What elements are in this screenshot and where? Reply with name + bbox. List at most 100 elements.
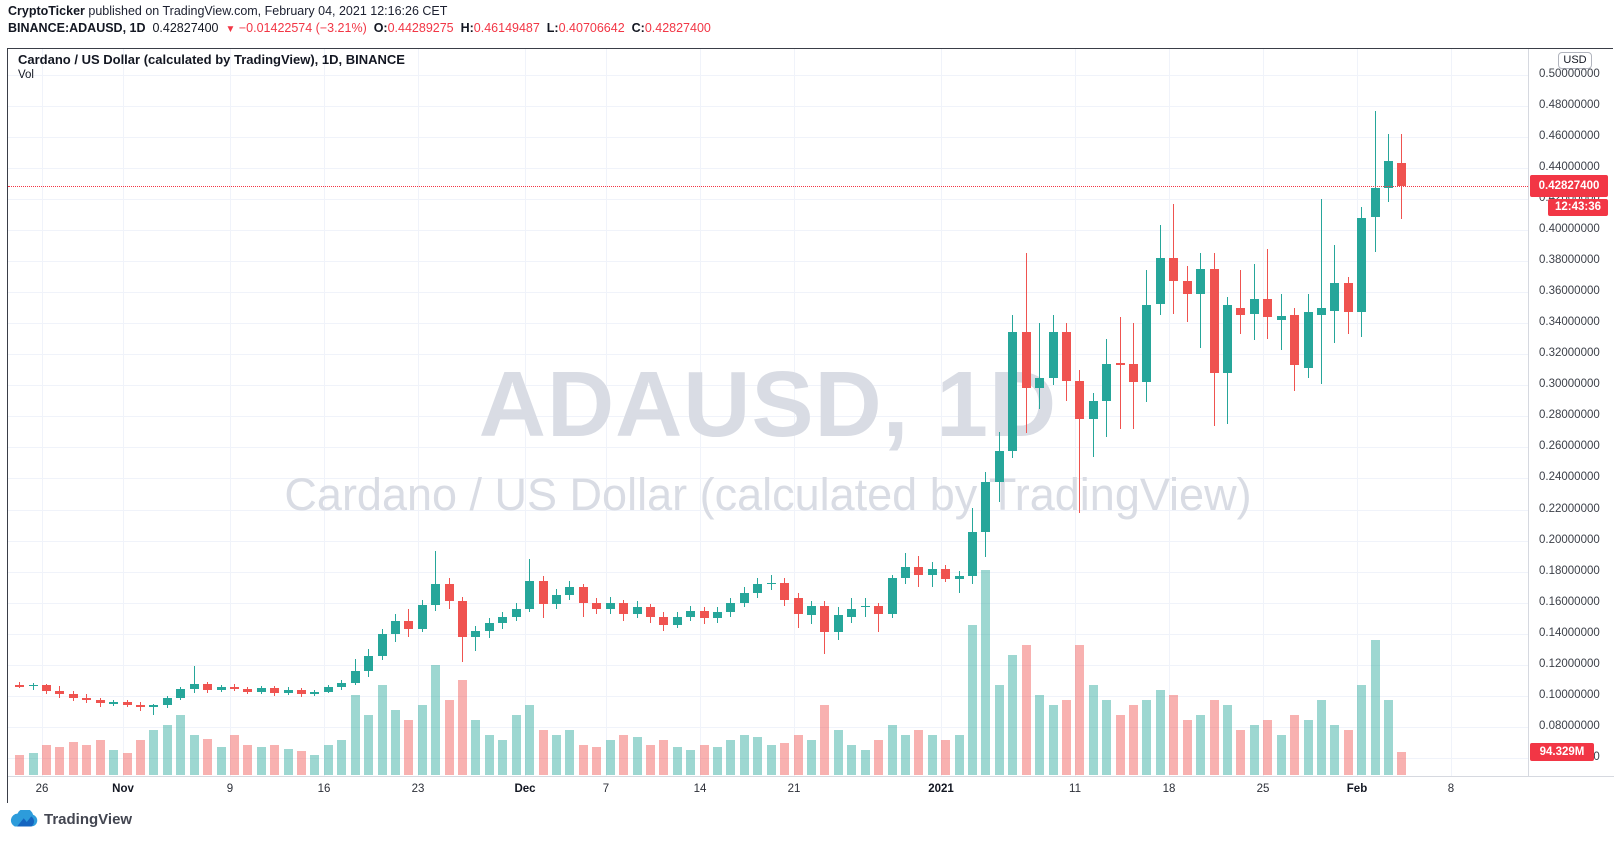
volume-bar	[753, 736, 762, 775]
volume-bar	[981, 570, 990, 775]
volume-bar	[1129, 705, 1138, 775]
candle-body	[42, 684, 51, 692]
symbol-readout: BINANCE:ADAUSD, 1D 0.42827400 ▼ −0.01422…	[8, 20, 711, 38]
candle-body	[284, 689, 293, 693]
volume-bar	[485, 735, 494, 775]
volume-bar	[780, 743, 789, 775]
candle-body	[592, 602, 601, 609]
price-axis-label: 0.10000000	[1539, 688, 1600, 701]
time-axis-label: 11	[1069, 783, 1081, 795]
volume-bar	[1357, 685, 1366, 775]
volume-bar	[310, 755, 319, 775]
pane-title: Cardano / US Dollar (calculated by Tradi…	[18, 52, 405, 67]
down-arrow-icon: ▼	[225, 24, 236, 35]
candle-body	[646, 607, 655, 617]
time-axis-label: 23	[411, 783, 425, 795]
high-label: H:	[460, 21, 474, 35]
price-change: −0.01422574 (−3.21%)	[238, 21, 367, 35]
volume-bar	[297, 751, 306, 775]
volume-bar	[767, 745, 776, 775]
candle-body	[606, 602, 615, 609]
candle-body	[337, 682, 346, 687]
grid-line-horizontal	[8, 167, 1528, 169]
volume-bar	[646, 745, 655, 775]
price-axis[interactable]: USD 0.42827400 12:43:36 94.329M 0.500000…	[1528, 49, 1614, 776]
volume-bar	[96, 740, 105, 775]
grid-line-vertical	[1169, 49, 1170, 776]
volume-bar	[82, 745, 91, 775]
grid-line-horizontal	[8, 354, 1528, 356]
candle-body	[96, 700, 105, 704]
volume-indicator-label: Vol	[18, 69, 34, 81]
currency-toggle-button[interactable]: USD	[1558, 52, 1592, 69]
candle-body	[257, 687, 266, 692]
volume-bar	[176, 715, 185, 775]
volume-bar	[1169, 695, 1178, 775]
tradingview-logo[interactable]: TradingView	[8, 806, 132, 832]
volume-bar	[928, 735, 937, 775]
time-axis-label: 25	[1256, 783, 1270, 795]
candle-body	[700, 610, 709, 619]
candle-body	[149, 705, 158, 708]
close-value: 0.42827400	[644, 21, 711, 35]
candle-body	[1008, 331, 1017, 452]
candle-wick	[435, 551, 436, 611]
chart-plot-area[interactable]: ADAUSD, 1D Cardano / US Dollar (calculat…	[8, 49, 1528, 776]
candle-wick	[1200, 253, 1201, 348]
candle-body	[619, 602, 628, 614]
watermark-description: Cardano / US Dollar (calculated by Tradi…	[284, 469, 1252, 520]
candle-body	[69, 694, 78, 698]
candle-wick	[1281, 293, 1282, 350]
grid-line-horizontal	[8, 136, 1528, 138]
volume-bar	[445, 700, 454, 775]
candle-body	[485, 622, 494, 632]
candle-body	[109, 702, 118, 704]
volume-bar	[834, 730, 843, 775]
volume-bar	[230, 735, 239, 775]
candle-body	[230, 686, 239, 689]
tradingview-cloud-icon	[8, 810, 38, 828]
price-axis-label: 0.18000000	[1539, 564, 1600, 577]
volume-bar	[901, 735, 910, 775]
publish-info: CryptoTicker published on TradingView.co…	[8, 3, 447, 19]
candle-body	[136, 704, 145, 708]
time-axis[interactable]: 26 Nov 9 16 23 Dec 7 14 21 2021 11 18 25 Feb 8	[8, 776, 1614, 803]
grid-line-vertical	[1263, 49, 1264, 776]
volume-bar	[633, 736, 642, 775]
volume-bar	[190, 735, 199, 775]
candle-body	[780, 582, 789, 600]
grid-line-horizontal	[8, 633, 1528, 635]
grid-line-vertical	[941, 49, 942, 776]
volume-bar	[404, 720, 413, 775]
candle-body	[1116, 362, 1125, 366]
candle-body	[941, 569, 950, 579]
volume-bar	[1035, 695, 1044, 775]
candle-body	[874, 605, 883, 614]
candle-body	[1142, 304, 1151, 383]
volume-bar	[109, 750, 118, 775]
candle-wick	[932, 562, 933, 588]
tradingview-logo-text: TradingView	[44, 810, 133, 828]
volume-bar	[579, 745, 588, 775]
volume-bar	[794, 735, 803, 775]
price-axis-label: 0.08000000	[1539, 720, 1600, 733]
volume-bar	[1116, 715, 1125, 775]
volume-bar	[1008, 655, 1017, 775]
volume-bar	[42, 745, 51, 775]
volume-bar	[995, 685, 1004, 775]
grid-line-horizontal	[8, 416, 1528, 418]
volume-bar	[1277, 735, 1286, 775]
candle-body	[404, 621, 413, 630]
candle-body	[324, 686, 333, 692]
last-price: 0.42827400	[152, 21, 219, 35]
candle-body	[217, 686, 226, 691]
candle-body	[82, 697, 91, 701]
candle-body	[1397, 163, 1406, 187]
grid-line-horizontal	[8, 758, 1528, 760]
volume-bar	[673, 746, 682, 775]
candle-body	[1102, 363, 1111, 401]
grid-line-horizontal	[8, 509, 1528, 511]
candle-body	[525, 581, 534, 609]
candle-body	[1089, 400, 1098, 420]
candle-body	[512, 608, 521, 617]
